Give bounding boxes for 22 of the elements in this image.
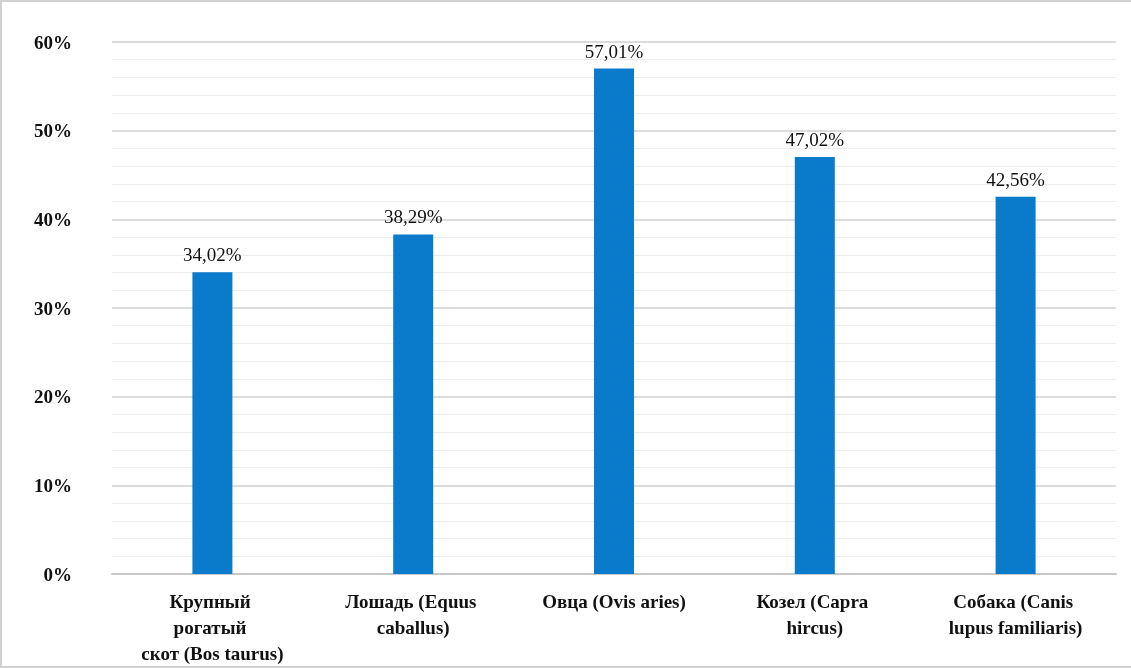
bar xyxy=(794,157,835,574)
y-tick-label: 50% xyxy=(34,120,72,142)
y-tick-label: 0% xyxy=(43,563,72,585)
x-tick-label: Крупный рогатый скот (Bos taurus) xyxy=(141,590,284,665)
y-tick-label: 20% xyxy=(34,386,72,408)
y-tick-label: 60% xyxy=(34,31,72,53)
bar xyxy=(594,68,634,574)
x-tick-label: Лошадь (Equus caballus) xyxy=(345,590,482,639)
y-tick-label: 30% xyxy=(34,297,72,319)
x-tick-label: Овца (Ovis aries) xyxy=(542,590,686,613)
bar xyxy=(393,234,434,574)
data-label: 42,56% xyxy=(986,168,1046,190)
bar xyxy=(995,196,1036,574)
data-label: 38,29% xyxy=(383,206,443,228)
x-tick-label: Собака (Canis lupus familiaris) xyxy=(948,590,1083,639)
bar xyxy=(192,272,233,574)
data-label: 57,01% xyxy=(584,40,644,62)
data-label: 34,02% xyxy=(183,244,242,266)
y-tick-label: 40% xyxy=(34,208,72,230)
x-tick-label: Козел (Capra hircus) xyxy=(756,590,874,639)
y-tick-label: 10% xyxy=(34,474,72,496)
data-label: 47,02% xyxy=(785,129,845,151)
